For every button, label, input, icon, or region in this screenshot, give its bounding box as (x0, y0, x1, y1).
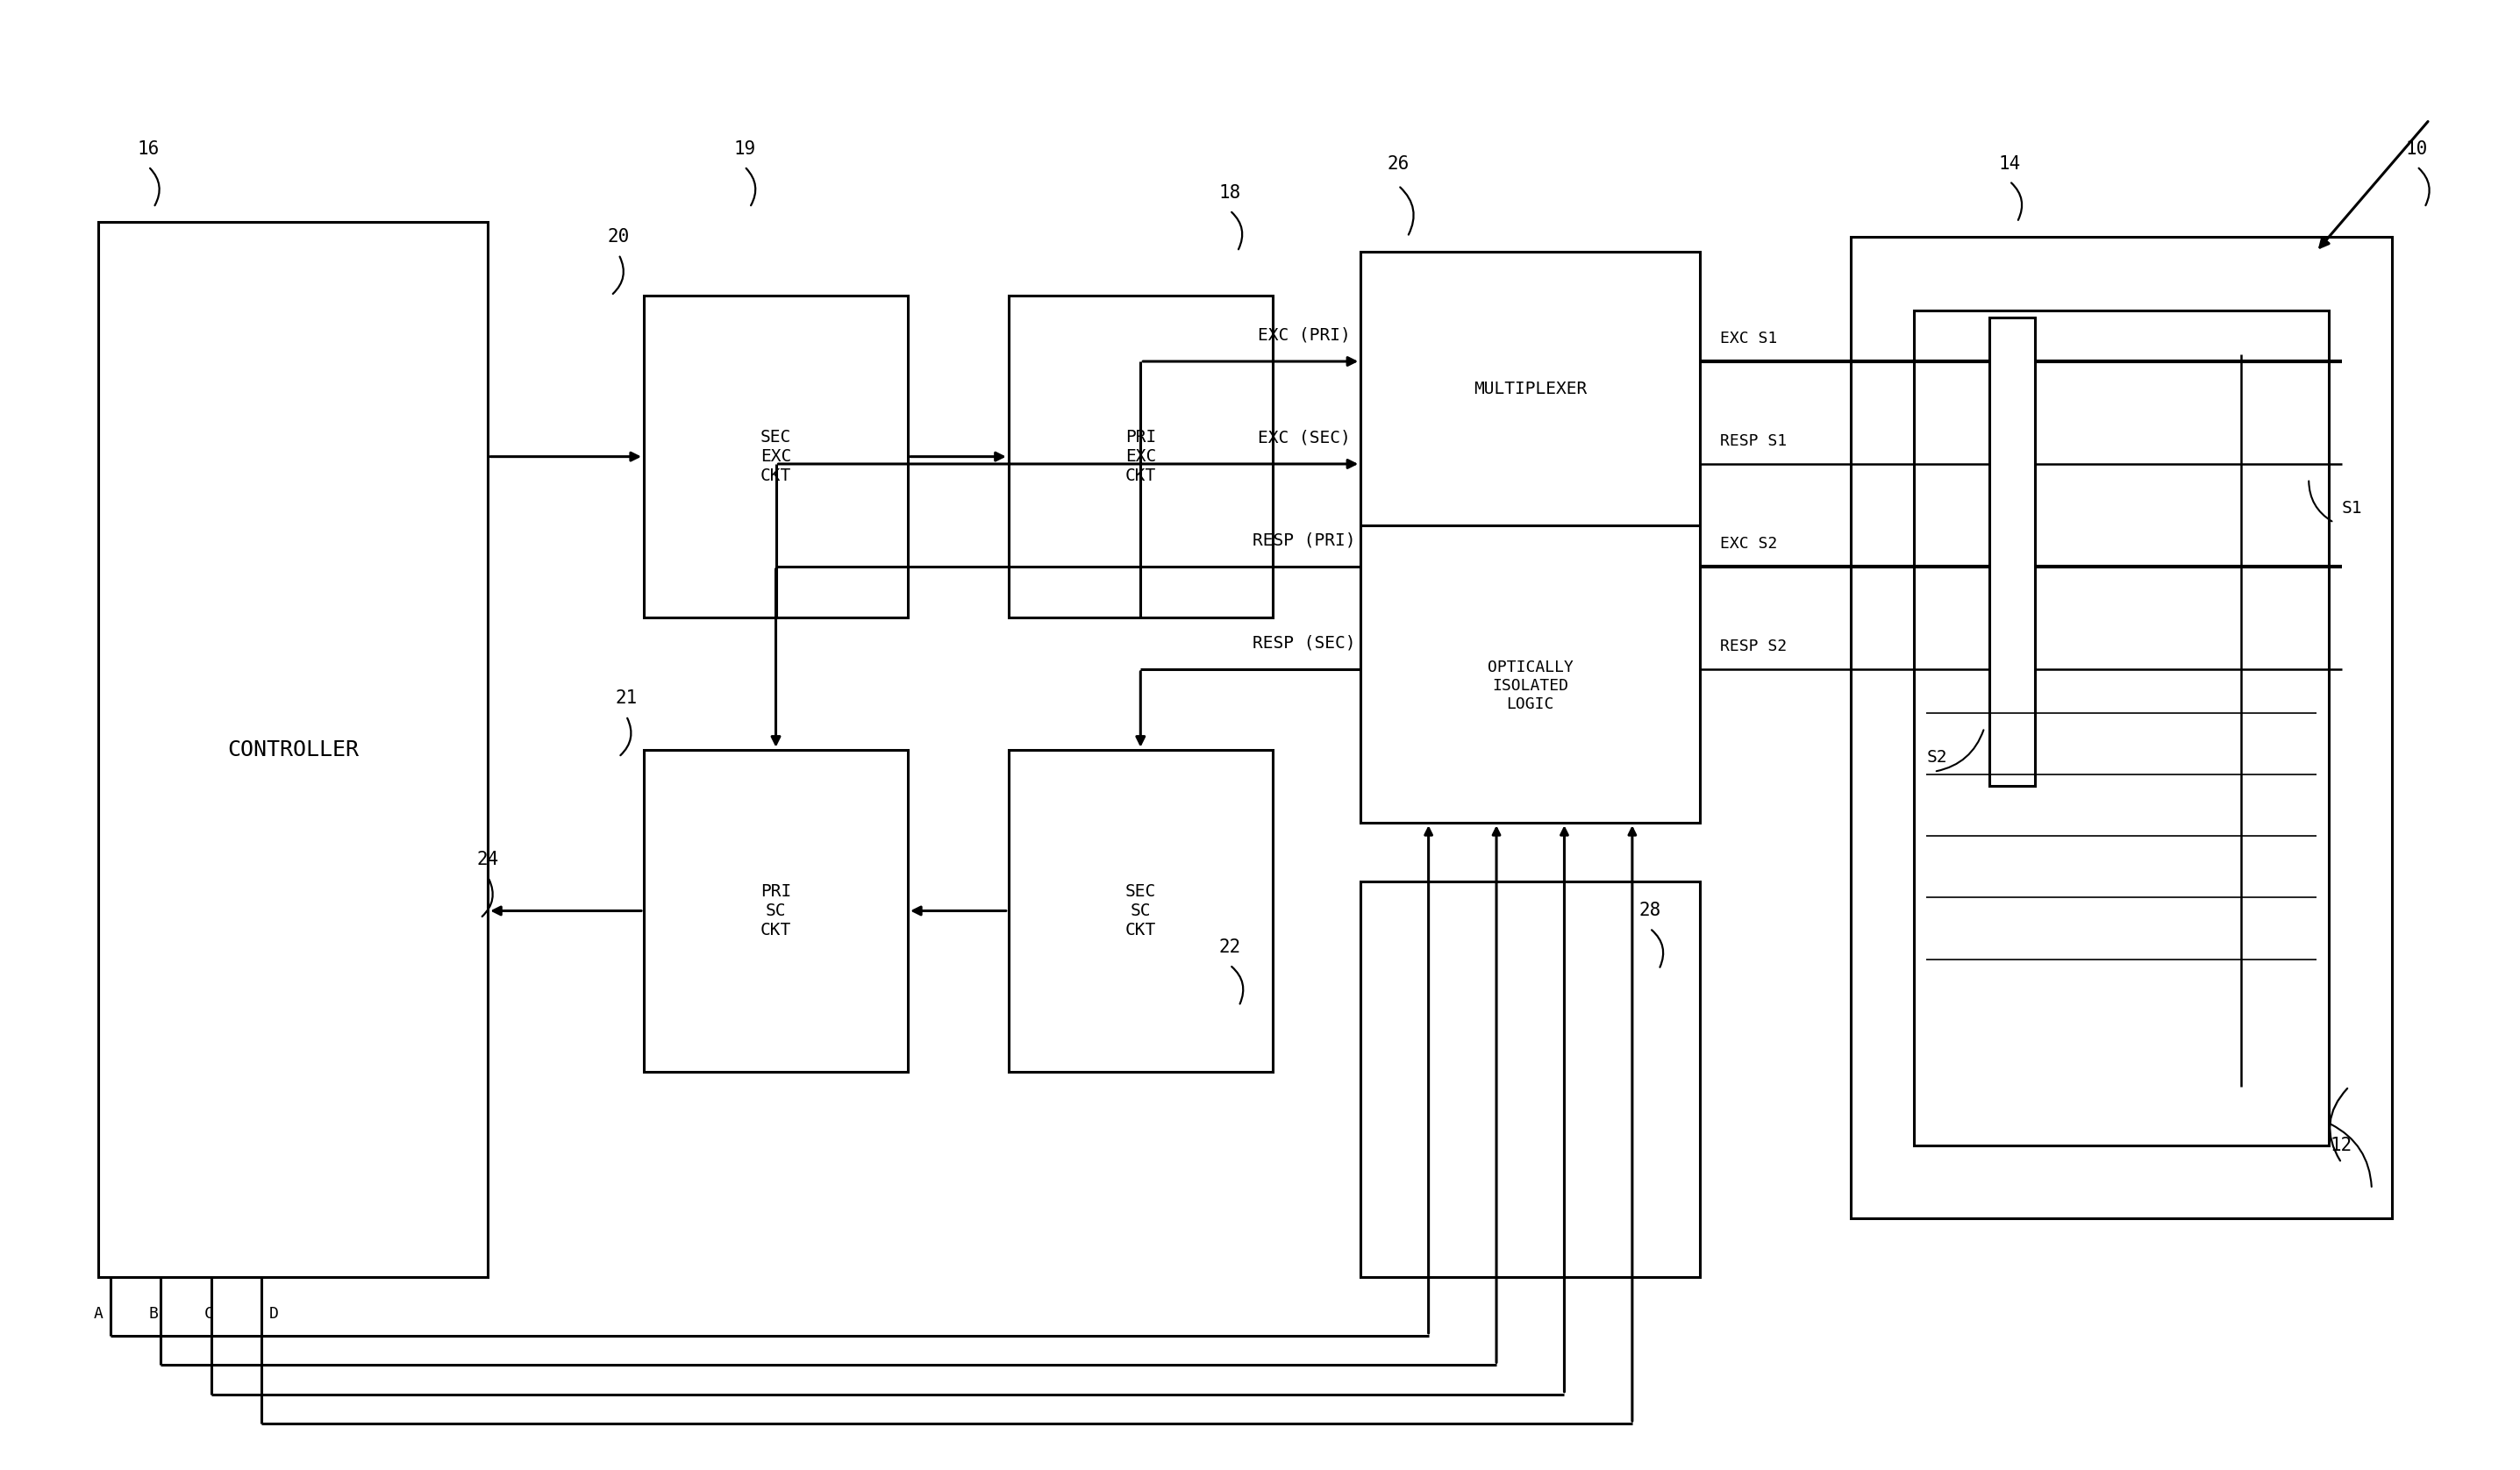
Text: B: B (149, 1305, 159, 1322)
Text: OPTICALLY
ISOLATED
LOGIC: OPTICALLY ISOLATED LOGIC (1487, 660, 1572, 711)
Text: SEC
SC
CKT: SEC SC CKT (1124, 883, 1157, 938)
Text: 16: 16 (136, 140, 159, 157)
Text: EXC (SEC): EXC (SEC) (1257, 429, 1351, 447)
Bar (643, 750, 907, 1072)
Text: CONTROLLER: CONTROLLER (227, 739, 358, 760)
Bar (1008, 295, 1273, 617)
Text: 12: 12 (2331, 1136, 2354, 1154)
Text: RESP S1: RESP S1 (1721, 434, 1787, 450)
Bar (1852, 237, 2391, 1219)
Text: RESP S2: RESP S2 (1721, 638, 1787, 654)
Text: RESP (SEC): RESP (SEC) (1252, 635, 1356, 651)
Text: MULTIPLEXER: MULTIPLEXER (1474, 381, 1588, 397)
Bar (1913, 310, 2328, 1145)
Text: 26: 26 (1386, 154, 1409, 172)
Text: RESP (PRI): RESP (PRI) (1252, 532, 1356, 548)
Bar (1361, 251, 1701, 823)
Text: EXC S1: EXC S1 (1721, 331, 1777, 347)
Bar (1361, 882, 1701, 1277)
Text: C: C (204, 1305, 214, 1322)
Text: 21: 21 (615, 689, 638, 707)
Text: SEC
EXC
CKT: SEC EXC CKT (761, 429, 791, 484)
Text: 22: 22 (1220, 939, 1240, 955)
Text: 28: 28 (1638, 903, 1661, 920)
Text: PRI
SC
CKT: PRI SC CKT (761, 883, 791, 938)
Text: EXC (PRI): EXC (PRI) (1257, 328, 1351, 344)
Text: 18: 18 (1220, 184, 1240, 201)
Text: PRI
EXC
CKT: PRI EXC CKT (1124, 429, 1157, 484)
Text: S2: S2 (1925, 748, 1948, 766)
Text: 14: 14 (1998, 154, 2021, 172)
Text: 20: 20 (607, 228, 630, 245)
Bar (1988, 318, 2034, 786)
Bar (643, 295, 907, 617)
Text: 10: 10 (2407, 140, 2429, 157)
Text: A: A (93, 1305, 103, 1322)
Text: EXC S2: EXC S2 (1721, 537, 1777, 551)
Text: S1: S1 (2341, 500, 2361, 516)
Text: D: D (270, 1305, 280, 1322)
Bar (1008, 750, 1273, 1072)
Text: 19: 19 (733, 140, 756, 157)
Bar (98, 222, 489, 1277)
Text: 24: 24 (476, 851, 499, 869)
